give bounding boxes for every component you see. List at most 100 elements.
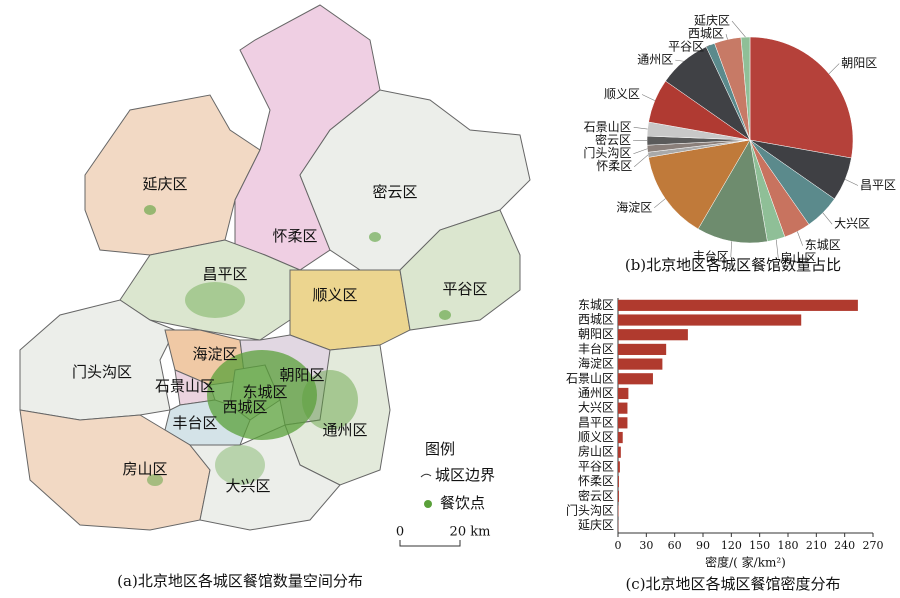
x-tick-label: 30 — [639, 539, 653, 552]
district-label: 昌平区 — [202, 265, 247, 283]
bar — [618, 490, 619, 502]
x-tick-label: 270 — [863, 539, 884, 552]
district-label: 东城区 — [242, 383, 287, 401]
pie-label: 通州区 — [637, 53, 673, 67]
district-label: 通州区 — [322, 421, 367, 439]
scale-label: 0 — [396, 525, 404, 540]
legend-boundary-symbol — [420, 473, 432, 478]
y-tick-label: 大兴区 — [578, 401, 614, 415]
district-label: 怀柔区 — [272, 227, 317, 245]
leader-line — [633, 148, 648, 155]
bar — [618, 373, 653, 385]
leader-line — [731, 20, 746, 38]
leader-line — [641, 94, 655, 101]
bar — [618, 299, 858, 311]
leader-line — [633, 127, 648, 130]
pie-label: 房山区 — [780, 250, 816, 265]
x-tick-label: 240 — [834, 539, 855, 552]
legend-label: 餐饮点 — [440, 494, 485, 512]
pie-label: 昌平区 — [860, 178, 896, 192]
district-label: 顺义区 — [312, 286, 357, 304]
district-label: 丰台区 — [172, 414, 217, 432]
y-tick-label: 昌平区 — [578, 415, 614, 429]
x-tick-label: 120 — [721, 539, 742, 552]
x-tick-label: 150 — [749, 539, 770, 552]
pie-label: 海淀区 — [616, 199, 652, 214]
district-label: 密云区 — [372, 183, 417, 201]
restaurant-cluster — [185, 282, 245, 318]
district-label: 延庆区 — [142, 175, 187, 193]
pie-label: 平谷区 — [668, 40, 704, 54]
y-tick-label: 朝阳区 — [578, 327, 614, 341]
district-label: 门头沟区 — [72, 363, 132, 381]
bar — [618, 329, 688, 341]
legend-title: 图例 — [425, 440, 455, 458]
legend-point-symbol — [424, 500, 432, 508]
bar — [618, 431, 623, 444]
bar — [618, 446, 621, 458]
bar — [618, 417, 628, 429]
pie-label: 西城区 — [688, 27, 724, 41]
district-area — [399, 209, 521, 331]
leader-line — [845, 179, 859, 186]
bar — [618, 343, 667, 355]
bar — [618, 402, 628, 414]
leader-line — [705, 44, 711, 48]
district-label: 朝阳区 — [279, 366, 324, 384]
leader-line — [725, 34, 728, 40]
map: 延庆区 怀柔区 密云区 昌平区 顺义区 平谷区 海淀区 门头沟区 石景山区 东城… — [19, 4, 531, 590]
pie-label: 东城区 — [805, 238, 841, 252]
scale-label: 20 km — [450, 525, 491, 540]
restaurant-cluster — [439, 310, 451, 320]
x-tick-label: 180 — [778, 539, 799, 552]
pie-label: 丰台区 — [693, 249, 729, 264]
y-tick-label: 通州区 — [578, 386, 614, 400]
pie-label: 大兴区 — [834, 217, 870, 231]
leader-line — [634, 154, 649, 167]
scale-bar — [399, 540, 461, 547]
pie-label: 密云区 — [595, 132, 631, 147]
y-tick-label: 密云区 — [578, 488, 614, 503]
x-tick-label: 0 — [615, 539, 622, 552]
pie-label: 朝阳区 — [841, 56, 877, 70]
restaurant-cluster — [147, 474, 163, 486]
bar — [618, 387, 629, 400]
pie-slice — [749, 36, 854, 159]
legend-label: 城区边界 — [435, 466, 495, 484]
restaurant-cluster — [302, 370, 358, 430]
leader-line — [654, 198, 666, 209]
leader-line — [797, 231, 803, 246]
bar — [618, 314, 802, 326]
district-label: 西城区 — [222, 398, 267, 416]
y-tick-label: 东城区 — [578, 298, 614, 312]
district-label: 平谷区 — [442, 280, 487, 298]
leader-line — [730, 241, 732, 258]
y-tick-label: 平谷区 — [578, 459, 614, 473]
leader-line — [675, 59, 684, 62]
bar — [618, 358, 663, 370]
y-tick-label: 房山区 — [578, 444, 614, 459]
restaurant-cluster — [144, 205, 156, 215]
district-area — [289, 269, 411, 351]
restaurant-cluster — [215, 445, 265, 485]
pie-slice — [697, 139, 768, 244]
leader-line — [775, 239, 779, 259]
restaurant-cluster — [369, 232, 381, 242]
y-tick-label: 丰台区 — [578, 341, 614, 356]
y-tick-label: 西城区 — [578, 313, 614, 327]
y-tick-label: 门头沟区 — [566, 502, 614, 517]
pie-label: 石景山区 — [584, 120, 632, 134]
restaurant-cluster — [207, 350, 317, 440]
y-tick-label: 顺义区 — [578, 430, 614, 444]
pie-label: 怀柔区 — [596, 159, 632, 173]
x-tick-label: 60 — [668, 539, 682, 552]
caption: (a)北京地区各城区餐馆数量空间分布 — [117, 572, 363, 590]
y-tick-label: 海淀区 — [578, 356, 614, 371]
district-label: 石景山区 — [155, 377, 215, 395]
district-label: 大兴区 — [225, 477, 270, 495]
pie-label: 延庆区 — [694, 14, 730, 28]
y-tick-label: 石景山区 — [566, 371, 614, 385]
district-label: 海淀区 — [192, 345, 237, 363]
